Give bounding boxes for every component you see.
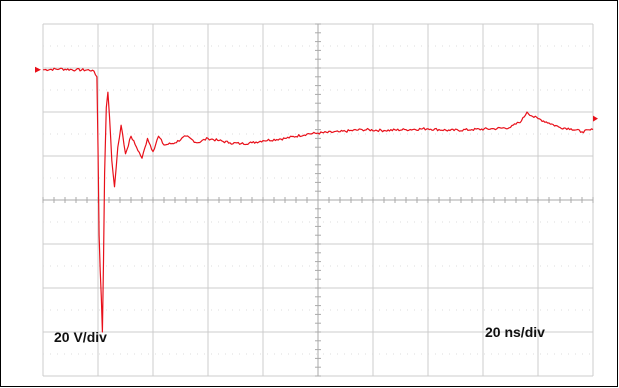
channel-marker-icon [35,66,41,73]
level-marker-icon [593,115,598,122]
vertical-scale-label: 20 V/div [54,329,107,345]
series-line [42,67,594,333]
graticule [42,23,594,377]
waveform-trace [35,66,598,333]
horizontal-scale-label: 20 ns/div [485,324,545,340]
